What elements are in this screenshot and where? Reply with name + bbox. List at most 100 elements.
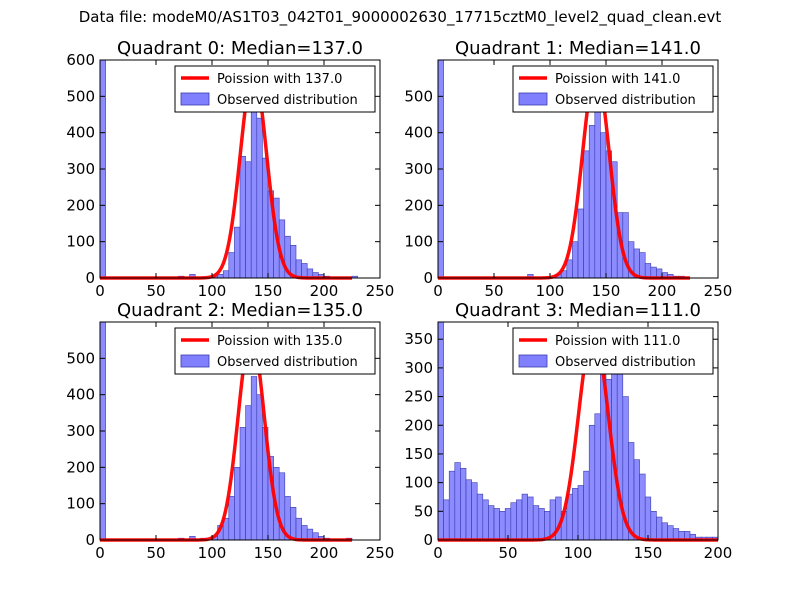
histogram-bar [656, 516, 663, 541]
legend-label-observed: Observed distribution [555, 355, 696, 370]
x-tick-label: 200 [310, 544, 339, 562]
x-tick-label: 50 [146, 282, 165, 300]
y-tick-label: 150 [404, 445, 433, 463]
subplot-title: Quadrant 0: Median=137.0 [117, 38, 363, 59]
x-tick-label: 200 [704, 544, 733, 562]
y-tick-label: 0 [85, 531, 95, 549]
y-tick-label: 50 [414, 502, 433, 520]
y-tick-label: 100 [404, 474, 433, 492]
y-tick-label: 200 [66, 458, 95, 476]
x-tick-label: 250 [366, 282, 395, 300]
histogram-bar [217, 274, 224, 279]
histogram-bar [661, 522, 668, 541]
y-tick-label: 400 [66, 124, 95, 142]
legend-label-observed: Observed distribution [217, 355, 358, 370]
histogram-bar [633, 459, 640, 541]
legend-label-poisson: Poission with 141.0 [555, 72, 680, 87]
histogram-bar [448, 470, 456, 541]
histogram-bar [250, 99, 258, 279]
legend-bar-swatch [180, 92, 210, 106]
histogram-bar [476, 493, 484, 541]
y-tick-label: 100 [66, 495, 95, 513]
quadrant-3-plot: 0 50 100 150 200 0 50 100 150 200 250 300 350 Quadran… [404, 300, 732, 562]
figure-title: Data file: modeM0/AS1T03_042T01_90000026… [78, 8, 722, 26]
legend-label-poisson: Poission with 137.0 [217, 72, 342, 87]
quadrant-2-plot: 0 50 100 150 200 250 0 100 200 300 400 500 Quadrant … [66, 300, 394, 562]
histogram-bar [256, 394, 263, 541]
histogram-bar [256, 117, 263, 279]
y-tick-label: 300 [66, 160, 95, 178]
histogram-bar [594, 413, 601, 541]
histogram-bar [295, 517, 302, 541]
x-tick-label: 250 [366, 544, 395, 562]
x-tick-label: 150 [254, 544, 283, 562]
histogram-bar [544, 511, 551, 541]
histogram-bar [516, 499, 523, 541]
y-tick-label: 600 [66, 51, 95, 69]
histogram-bar [488, 505, 495, 541]
histogram-bar [588, 424, 596, 541]
histogram-bar [566, 259, 573, 279]
histogram-bar [234, 226, 241, 279]
y-tick-label: 200 [404, 416, 433, 434]
histogram-bar [239, 155, 246, 279]
histogram-bar [437, 321, 444, 541]
y-tick-label: 300 [404, 160, 433, 178]
histogram-bar [510, 502, 517, 541]
x-tick-label: 50 [498, 544, 517, 562]
histogram-bar [650, 511, 657, 541]
y-tick-label: 100 [66, 233, 95, 251]
quadrant-1-plot: 0 50 100 150 200 250 0 100 200 300 400 500 Quadrant … [404, 38, 732, 300]
y-tick-label: 0 [423, 531, 433, 549]
subplot-title: Quadrant 2: Median=135.0 [117, 300, 363, 321]
histogram-bar [667, 525, 674, 541]
y-tick-label: 300 [66, 422, 95, 440]
histogram-bar [572, 488, 579, 541]
legend-label-poisson: Poission with 111.0 [555, 334, 680, 349]
x-tick-label: 250 [704, 282, 733, 300]
legend-bar-swatch [180, 354, 210, 368]
histogram-bar [644, 496, 652, 541]
histogram-bar [454, 462, 461, 541]
y-tick-label: 350 [404, 330, 433, 348]
histogram-bar [301, 525, 308, 541]
y-tick-label: 200 [404, 196, 433, 214]
histogram-bar [572, 241, 579, 279]
histogram-bar [482, 499, 489, 541]
subplot-title: Quadrant 3: Median=111.0 [455, 300, 701, 321]
y-tick-label: 200 [66, 196, 95, 214]
y-tick-label: 300 [404, 359, 433, 377]
legend-label-poisson: Poission with 135.0 [217, 334, 342, 349]
histogram-bar [239, 427, 246, 541]
histogram-bar [577, 485, 584, 541]
histogram-bar [234, 467, 241, 541]
x-tick-label: 0 [433, 544, 443, 562]
histogram-bar [594, 106, 601, 279]
histogram-bar [222, 270, 230, 279]
histogram-bar [639, 473, 646, 541]
x-tick-label: 150 [592, 282, 621, 300]
y-tick-label: 500 [404, 87, 433, 105]
y-tick-label: 0 [423, 269, 433, 287]
x-tick-label: 100 [536, 282, 565, 300]
histogram-bar [538, 508, 545, 541]
histogram-bar [228, 252, 235, 279]
histogram-bar [262, 157, 269, 279]
histogram-bar [295, 259, 302, 279]
y-tick-label: 500 [66, 349, 95, 367]
y-tick-label: 100 [404, 233, 433, 251]
histogram-bar [588, 125, 596, 279]
histogram-bar [583, 470, 590, 541]
histogram-bar [465, 479, 472, 541]
histogram-bar [471, 482, 478, 541]
x-tick-label: 0 [95, 282, 105, 300]
x-tick-label: 100 [198, 282, 227, 300]
histogram-bar [228, 496, 235, 541]
x-tick-label: 200 [310, 282, 339, 300]
histogram-bar [460, 467, 467, 541]
y-tick-label: 400 [404, 124, 433, 142]
histogram-bar [301, 263, 308, 279]
x-tick-label: 150 [254, 282, 283, 300]
histogram-bar [644, 263, 652, 279]
